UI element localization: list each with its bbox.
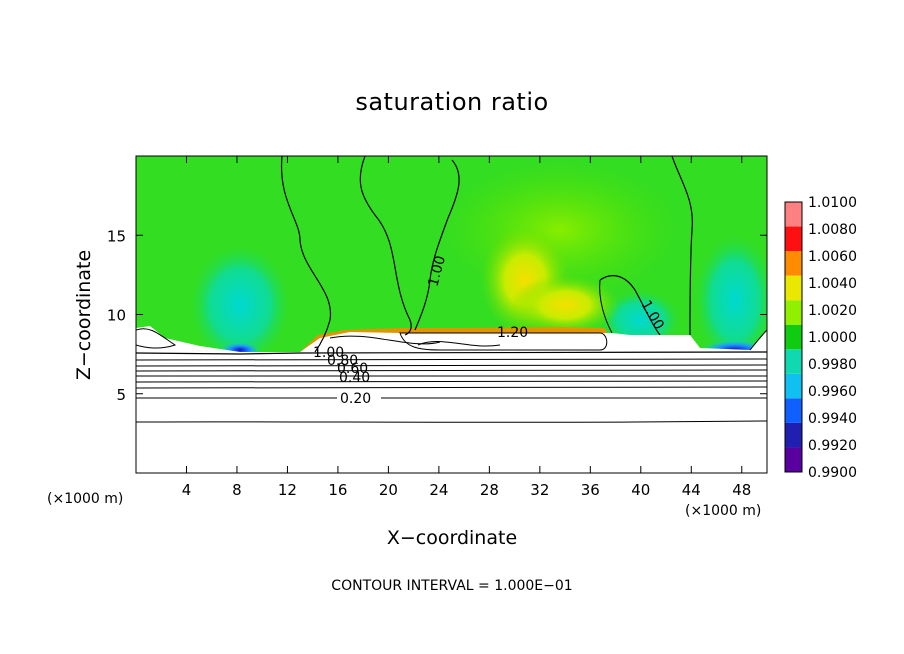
contour-line: [136, 364, 767, 367]
colorbar-swatch: [785, 226, 802, 252]
x-tick-label: 40: [631, 481, 650, 499]
contour-line: [136, 380, 767, 383]
colorbar-tick-label: 1.0020: [808, 303, 857, 319]
x-unit-label: (×1000 m): [685, 503, 762, 519]
contour-interval-note: CONTOUR INTERVAL = 1.000E−01: [331, 578, 573, 594]
colorbar-tick-label: 0.9980: [808, 357, 857, 373]
contour-line: [136, 386, 767, 389]
contour-label: 1.00: [425, 254, 449, 288]
y-axis: 5 10 15: [107, 227, 767, 404]
colorbar-swatch: [785, 447, 802, 472]
y-tick-label: 10: [107, 307, 126, 325]
contour-label: 0.20: [340, 391, 371, 407]
x-tick-label: 36: [581, 481, 600, 499]
contour-line: [414, 159, 460, 331]
contour-line: [399, 332, 608, 351]
colorbar-swatch: [785, 398, 802, 423]
chart-title: saturation ratio: [355, 88, 549, 116]
colorbar-swatch: [785, 324, 802, 350]
contour-label-bg: [337, 390, 381, 406]
colorbar-swatch: [785, 202, 802, 227]
x-axis: 4 8 12 16 20 24 28 32 36 40 44 48: [182, 156, 751, 499]
field-low-region: [136, 326, 767, 473]
colorbar-tick-label: 1.0060: [808, 249, 857, 265]
contour-label: 1.00: [313, 345, 344, 361]
colorbar-tick-label: 1.0100: [808, 195, 857, 211]
colorbar-legend: 0.9900 0.9920 0.9940 0.9960 0.9980 1.0000 1.00…: [784, 195, 857, 481]
colorbar-swatch: [785, 422, 802, 448]
x-axis-label: X−coordinate: [386, 527, 518, 549]
colorbar-tick-label: 0.9920: [808, 438, 857, 454]
saturation-field: 1.00 1.00 1.20 1.00 0.80 0.60 0.40 0.20: [136, 156, 767, 473]
x-tick-label: 24: [429, 481, 448, 499]
contour-line: [749, 329, 767, 351]
contour-line: [136, 328, 177, 349]
colorbar-tick-label: 0.9940: [808, 411, 857, 427]
contour-line: [136, 369, 767, 372]
field-patch: [190, 245, 290, 365]
x-tick-label: 32: [530, 481, 549, 499]
colorbar-tick-label: 0.9900: [808, 465, 857, 481]
colorbar-tick-label: 1.0000: [808, 330, 857, 346]
field-patch: [695, 235, 767, 365]
z-unit-label: (×1000 m): [47, 491, 124, 507]
contour-label: 0.40: [339, 370, 370, 386]
colorbar-tick-label: 1.0040: [808, 276, 857, 292]
contour-line: [599, 275, 661, 336]
y-tick-label: 15: [107, 227, 126, 245]
colorbar-swatch: [785, 251, 802, 276]
contour-line: [671, 156, 693, 336]
contour-line: [280, 156, 332, 353]
x-tick-label: 16: [328, 481, 347, 499]
contour-line: [136, 420, 767, 423]
x-tick-label: 8: [232, 481, 242, 499]
contour-line: [359, 156, 412, 336]
contour-line: [599, 279, 613, 334]
contour-label: 0.80: [327, 353, 358, 369]
x-tick-label: 20: [379, 481, 398, 499]
colorbar-swatch: [785, 373, 802, 399]
contour-label: 0.60: [337, 361, 368, 377]
colorbar-swatch: [785, 300, 802, 325]
x-tick-label: 28: [480, 481, 499, 499]
colorbar-tick-label: 1.0080: [808, 222, 857, 238]
contour-line: [136, 351, 767, 355]
x-tick-label: 4: [182, 481, 192, 499]
contour-line: [329, 335, 441, 345]
x-tick-label: 44: [682, 481, 701, 499]
colorbar-frame: [784, 201, 803, 473]
x-tick-label: 12: [278, 481, 297, 499]
field-patch: [510, 275, 620, 335]
y-axis-label: Z−coordinate: [73, 249, 95, 381]
contour-line: [136, 358, 767, 361]
x-tick-label: 48: [732, 481, 751, 499]
y-tick-label: 5: [116, 386, 126, 404]
colorbar-tick-label: 0.9960: [808, 384, 857, 400]
colorbar-swatch: [785, 275, 802, 301]
contour-line: [417, 341, 501, 347]
colorbar-swatch: [785, 349, 802, 374]
contour-label: 1.20: [497, 325, 528, 341]
